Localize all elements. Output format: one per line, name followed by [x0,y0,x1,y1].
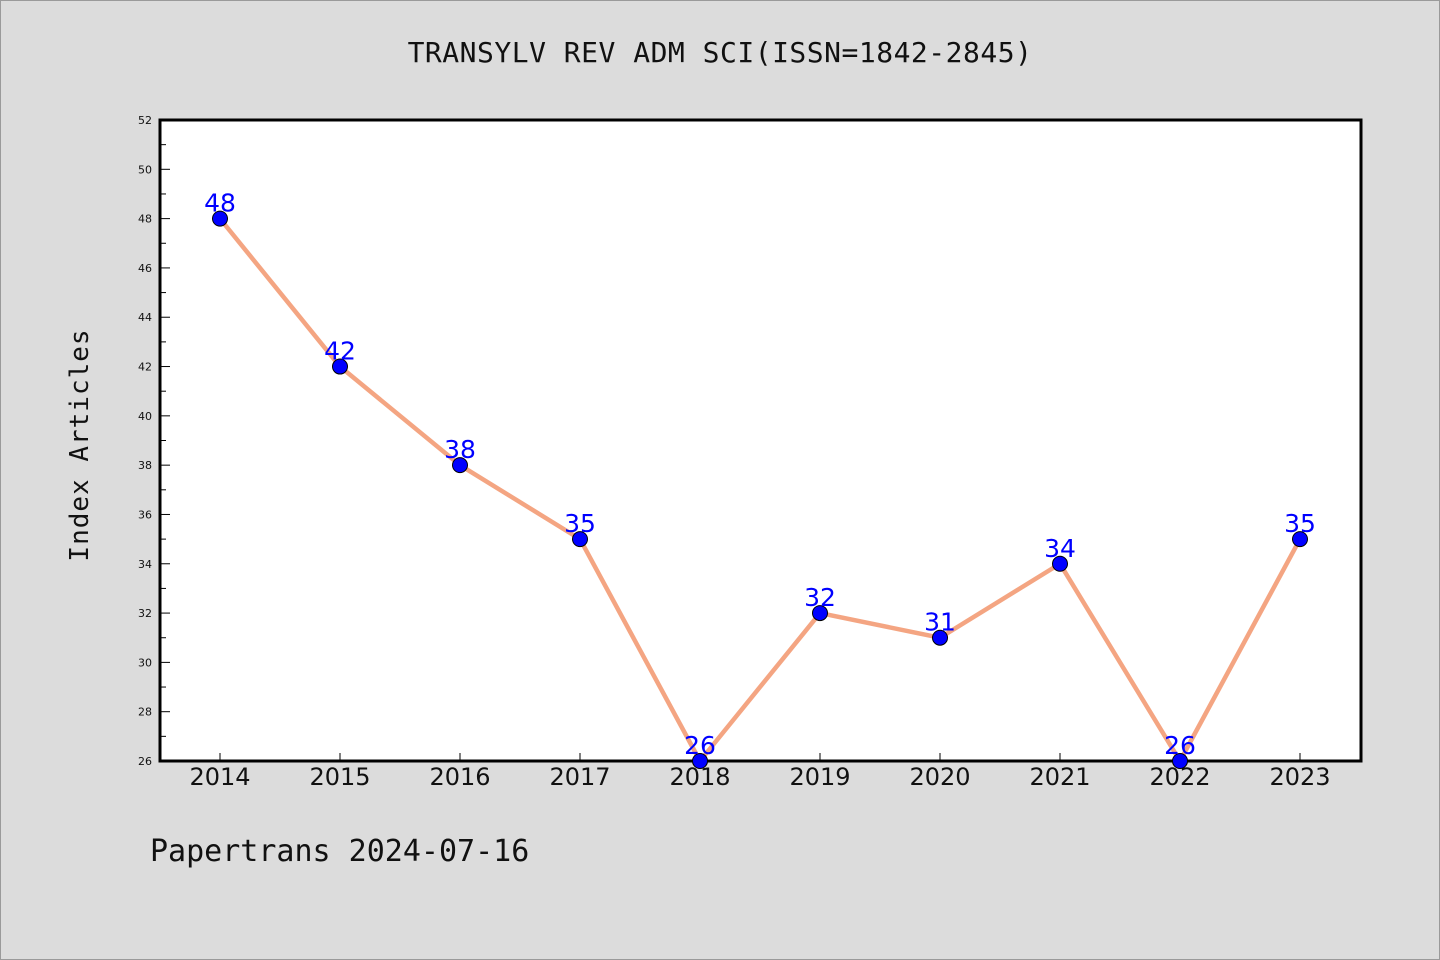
y-tick-label: 32 [138,607,152,620]
y-tick-label: 40 [138,410,152,423]
x-tick-label: 2020 [909,763,970,791]
y-tick-label: 26 [138,755,152,768]
x-tick-label: 2019 [789,763,850,791]
y-tick-label: 28 [138,706,152,719]
x-tick-label: 2021 [1029,763,1090,791]
y-tick-label: 44 [138,311,152,324]
y-tick-label: 36 [138,508,152,521]
footer-text: Papertrans 2024-07-16 [150,834,530,869]
data-point [452,457,468,474]
data-point [932,629,948,646]
data-label: 34 [1044,534,1076,563]
data-label: 48 [204,189,236,218]
data-point [812,605,828,622]
series-layer: 48 42 38 35 26 32 31 34 26 35 [204,189,1316,769]
x-tick-label: 2016 [429,763,490,791]
data-label: 38 [444,435,476,464]
data-label: 32 [804,583,836,612]
y-tick-label: 46 [138,262,152,275]
data-point [692,753,708,769]
y-tick-label: 30 [138,656,152,669]
y-tick-label: 52 [138,114,152,127]
y-axis: 26 28 30 32 34 36 38 40 42 44 46 48 50 52 [138,114,170,768]
x-tick-label: 2017 [549,763,610,791]
series-line [217,216,1303,764]
x-tick-label: 2014 [189,763,250,791]
y-tick-label: 48 [138,213,152,226]
data-point [1292,531,1308,548]
data-label: 35 [564,509,596,538]
data-point [1172,753,1188,769]
data-point [572,531,588,548]
data-label: 42 [324,337,356,366]
chart-title: TRANSYLV REV ADM SCI(ISSN=1842-2845) [407,36,1033,69]
plot-area [158,118,1363,763]
data-point [212,210,228,227]
y-tick-label: 50 [138,163,152,176]
x-axis: 2014 2015 2016 2017 2018 2019 2020 2021 2022 2023 [189,753,1331,791]
y-tick-label: 34 [138,558,152,571]
data-label: 26 [684,731,716,760]
data-label: 35 [1284,509,1316,538]
y-tick-label: 38 [138,459,152,472]
data-label: 31 [924,608,956,637]
data-point [332,358,348,375]
y-tick-label: 42 [138,361,152,374]
x-tick-label: 2023 [1269,763,1330,791]
data-point [1052,555,1068,572]
x-tick-label: 2015 [309,763,370,791]
data-label: 26 [1164,731,1196,760]
